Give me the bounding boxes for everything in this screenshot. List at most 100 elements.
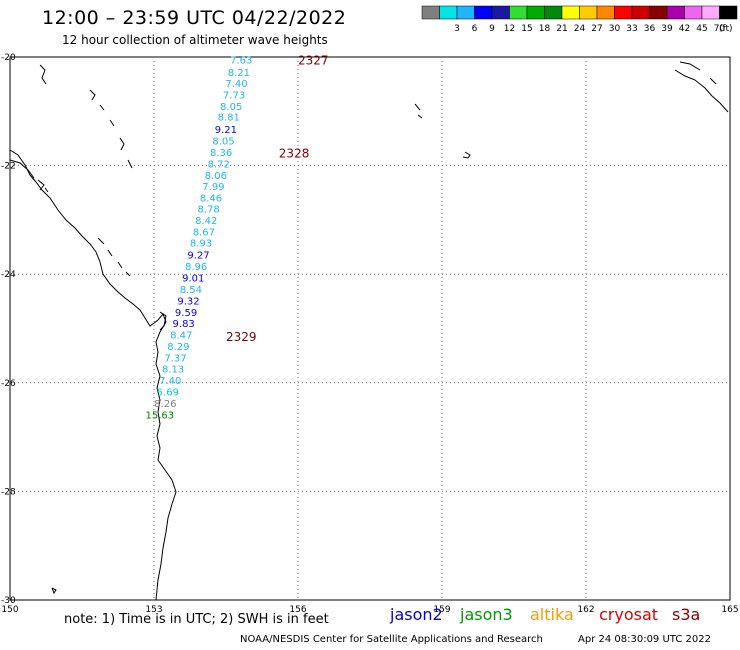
swh-value: 8.46 (200, 194, 222, 205)
scale-label: 6 (472, 24, 478, 34)
swh-value: 8.13 (162, 365, 184, 376)
swh-value: 7.37 (164, 353, 186, 364)
coastline-fraser-island (159, 311, 167, 331)
lat-tick-label: -24 (1, 270, 16, 280)
swh-value: 7.40 (225, 79, 247, 90)
swh-value: 9.01 (182, 273, 204, 284)
lat-tick-label: -20 (1, 53, 16, 63)
scale-label: 33 (626, 24, 637, 34)
legend-jason2: jason2 (390, 605, 443, 624)
coastline-north-bay (39, 64, 47, 85)
swh-value: 7.63 (230, 56, 252, 67)
swh-value: 9.83 (173, 319, 195, 330)
scale-label: 12 (504, 24, 515, 34)
scale-swatch (561, 5, 580, 20)
swh-value: 8.78 (197, 204, 219, 215)
pass-number: 2329 (226, 330, 257, 344)
swh-value: 9.27 (187, 251, 209, 262)
scale-swatch (701, 5, 720, 20)
swh-value: 7.99 (202, 182, 224, 193)
coastline-shoalwater-islands (97, 237, 131, 277)
lat-lon-grid (10, 57, 730, 600)
legend-s3a: s3a (672, 605, 701, 624)
scale-swatch (526, 5, 545, 20)
scale-swatch (579, 5, 598, 20)
scale-swatch (684, 5, 703, 20)
swh-value: 8.26 (154, 399, 176, 410)
map-subtitle: 12 hour collection of altimeter wave hei… (62, 33, 328, 47)
axis-ticks: 150 153 156 159 162 165 -20 -22 -24 -26 -28 -30 (1, 53, 739, 615)
wave-height-color-scale: 3 6 9 12 15 18 21 24 27 30 33 36 39 42 45 70(ft) (421, 5, 738, 34)
satellite-pass-labels: 2327 2328 2329 (226, 54, 329, 344)
lon-tick-label: 156 (289, 605, 306, 615)
scale-swatch (666, 5, 685, 20)
swh-value: 8.81 (218, 113, 240, 124)
swh-value: 8.67 (193, 227, 215, 238)
scale-label: 30 (609, 24, 621, 34)
coastline-south-marker (51, 587, 57, 595)
footer-timestamp: Apr 24 08:30:09 UTC 2022 (578, 634, 711, 645)
scale-label: 24 (574, 24, 586, 34)
scale-swatch (719, 5, 738, 20)
legend-cryosat: cryosat (599, 605, 659, 624)
pass-number: 2328 (279, 147, 310, 161)
lon-tick-label: 159 (433, 605, 450, 615)
swh-value: 8.05 (212, 137, 234, 148)
coastline-new-caledonia-islet (462, 151, 471, 159)
map-title: 12:00 – 23:59 UTC 04/22/2022 (42, 7, 347, 29)
lon-tick-label: 165 (721, 605, 738, 615)
swh-value: 8.96 (185, 262, 207, 273)
lon-tick-label: 153 (145, 605, 162, 615)
swh-value: 8.36 (210, 148, 232, 159)
scale-unit: (ft) (719, 24, 733, 34)
scale-swatch (439, 5, 458, 20)
scale-label: 9 (489, 24, 495, 34)
lon-tick-label: 150 (1, 605, 18, 615)
scale-swatch (631, 5, 650, 20)
scale-label: 39 (661, 24, 673, 34)
scale-label: 15 (521, 24, 532, 34)
scale-swatch (509, 5, 528, 20)
coastline-reef-islet (414, 103, 423, 119)
swh-value: 8.05 (220, 102, 242, 113)
scale-swatch (614, 5, 633, 20)
lat-tick-label: -28 (1, 487, 16, 497)
scale-label: 21 (556, 24, 567, 34)
swh-value: 9.32 (177, 296, 199, 307)
swh-value: 7.40 (159, 376, 181, 387)
coastline-new-caledonia (674, 61, 729, 113)
scale-swatch (649, 5, 668, 20)
swh-value: 8.93 (190, 239, 212, 250)
map-frame (9, 56, 731, 601)
scale-label: 27 (591, 24, 602, 34)
swh-value: 9.59 (175, 308, 197, 319)
coastline-islands-north (89, 89, 133, 169)
lat-tick-label: -22 (1, 162, 16, 172)
legend-jason3: jason3 (460, 605, 513, 624)
scale-label: 45 (696, 24, 707, 34)
scale-label: 70 (714, 24, 726, 34)
swh-value: 8.21 (228, 68, 250, 79)
footer-credit: NOAA/NESDIS Center for Satellite Applica… (240, 634, 543, 645)
swh-value: 8.06 (205, 171, 227, 182)
pass-number: 2327 (298, 54, 329, 68)
coastline-mainland (9, 149, 177, 601)
coastline-whitsunday-islands (29, 174, 49, 193)
scale-label: 36 (644, 24, 656, 34)
lat-tick-label: -26 (1, 379, 16, 389)
swh-value: 9.21 (215, 125, 237, 136)
coastline-cape-york-bay (9, 159, 35, 179)
scale-swatch (474, 5, 493, 20)
lat-tick-label: -30 (1, 596, 16, 606)
scale-swatch (596, 5, 615, 20)
scale-swatch (456, 5, 475, 20)
swh-observations: 7.638.217.407.738.058.819.218.058.368.72… (146, 56, 253, 422)
swh-value: 7.73 (223, 90, 245, 101)
scale-swatch (421, 5, 440, 20)
swh-value: 8.42 (195, 216, 217, 227)
swh-value: 5.69 (157, 387, 179, 398)
lon-tick-label: 162 (577, 605, 594, 615)
coastline (9, 61, 729, 601)
scale-swatch (544, 5, 563, 20)
